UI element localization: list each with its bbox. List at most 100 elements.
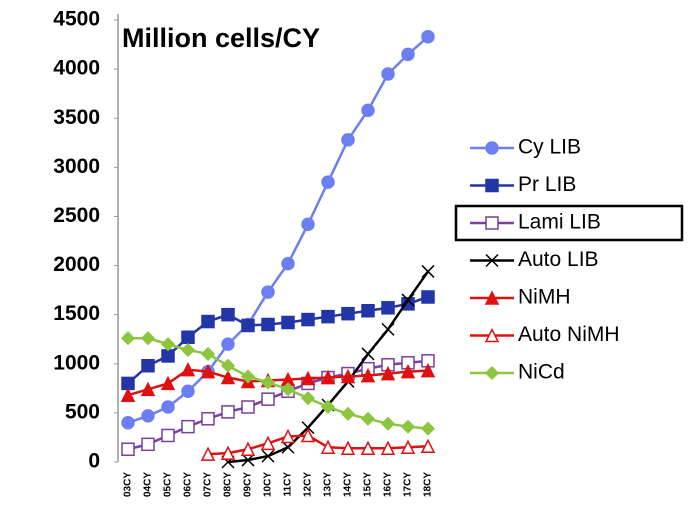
x-tick-label: 10CY: [263, 472, 274, 497]
legend-label: Auto LIB: [518, 248, 599, 271]
point: [360, 440, 376, 455]
point: [221, 337, 235, 351]
point: [180, 361, 196, 377]
legend-label: NiCd: [518, 361, 565, 384]
point: [180, 342, 196, 358]
point: [241, 318, 255, 333]
point: [320, 399, 336, 415]
point: [361, 303, 375, 318]
point: [140, 381, 156, 397]
point: [140, 331, 156, 346]
point: [420, 362, 436, 378]
point: [241, 453, 255, 467]
point: [381, 67, 395, 81]
point: [281, 440, 295, 454]
point: [200, 346, 216, 362]
y-tick-label: 0: [88, 450, 100, 473]
point: [380, 440, 396, 455]
point: [241, 400, 255, 414]
point: [240, 441, 256, 456]
legend-marker: [484, 365, 500, 381]
x-tick-label: 09CY: [243, 472, 254, 497]
point: [401, 47, 415, 62]
point: [200, 446, 216, 461]
point: [360, 367, 376, 383]
point: [220, 369, 236, 385]
point: [340, 368, 356, 384]
y-tick-label: 2500: [53, 204, 100, 227]
x-tick-label: 05CY: [163, 472, 174, 497]
point: [161, 428, 175, 443]
point: [141, 358, 155, 373]
point: [400, 363, 416, 379]
legend-label: Auto NiMH: [518, 323, 620, 346]
point: [220, 358, 236, 373]
point: [201, 412, 215, 426]
point: [240, 369, 256, 384]
point: [120, 331, 136, 346]
point: [260, 435, 276, 451]
point: [341, 133, 355, 147]
y-tick-label: 3000: [53, 155, 100, 178]
point: [281, 256, 295, 271]
point: [400, 439, 416, 455]
legend-marker: [485, 178, 499, 193]
point: [420, 421, 436, 436]
point: [340, 406, 356, 421]
x-tick-label: 14CY: [343, 472, 354, 497]
point: [221, 405, 235, 419]
point: [301, 312, 315, 327]
point: [220, 445, 236, 460]
legend-marker: [485, 253, 499, 268]
y-tick-label: 3500: [53, 106, 100, 129]
y-tick-label: 1500: [53, 302, 100, 325]
series-line: [227, 270, 430, 464]
point: [260, 375, 276, 390]
point: [280, 428, 296, 444]
y-tick-label: 4000: [53, 57, 100, 80]
point: [301, 421, 315, 435]
x-tick-label: 15CY: [363, 472, 374, 497]
point: [401, 293, 415, 307]
x-tick-label: 04CY: [143, 472, 154, 497]
series-line: [207, 434, 429, 456]
x-tick-label: 08CY: [223, 472, 234, 497]
point: [141, 409, 155, 423]
point: [400, 419, 416, 434]
legend-label: Lami LIB: [518, 211, 601, 234]
point: [181, 384, 195, 399]
point: [381, 301, 395, 315]
x-tick-label: 11CY: [283, 472, 294, 497]
point: [121, 415, 135, 430]
point: [281, 315, 295, 330]
series-line: [127, 35, 429, 424]
point: [421, 290, 435, 304]
point: [340, 440, 356, 455]
legend-highlight: [454, 204, 684, 242]
point: [121, 442, 135, 456]
point: [181, 330, 195, 345]
point: [181, 419, 195, 434]
point: [161, 400, 175, 414]
legend-marker: [484, 327, 500, 343]
x-tick-label: 03CY: [123, 472, 134, 497]
point: [320, 369, 336, 385]
legend-label: NiMH: [518, 286, 571, 309]
point: [380, 416, 396, 431]
point: [360, 411, 376, 426]
series-line: [127, 359, 429, 451]
point: [361, 347, 375, 361]
y-tick-label: 2000: [53, 253, 100, 276]
y-tick-label: 1000: [53, 351, 100, 374]
point: [280, 382, 296, 397]
point: [300, 427, 316, 443]
x-tick-label: 13CY: [323, 472, 334, 497]
y-tick-label: 500: [65, 400, 100, 423]
point: [361, 103, 375, 118]
point: [421, 264, 435, 278]
y-tick-label: 4500: [53, 8, 100, 31]
point: [381, 322, 395, 336]
point: [321, 175, 335, 189]
point: [300, 370, 316, 386]
